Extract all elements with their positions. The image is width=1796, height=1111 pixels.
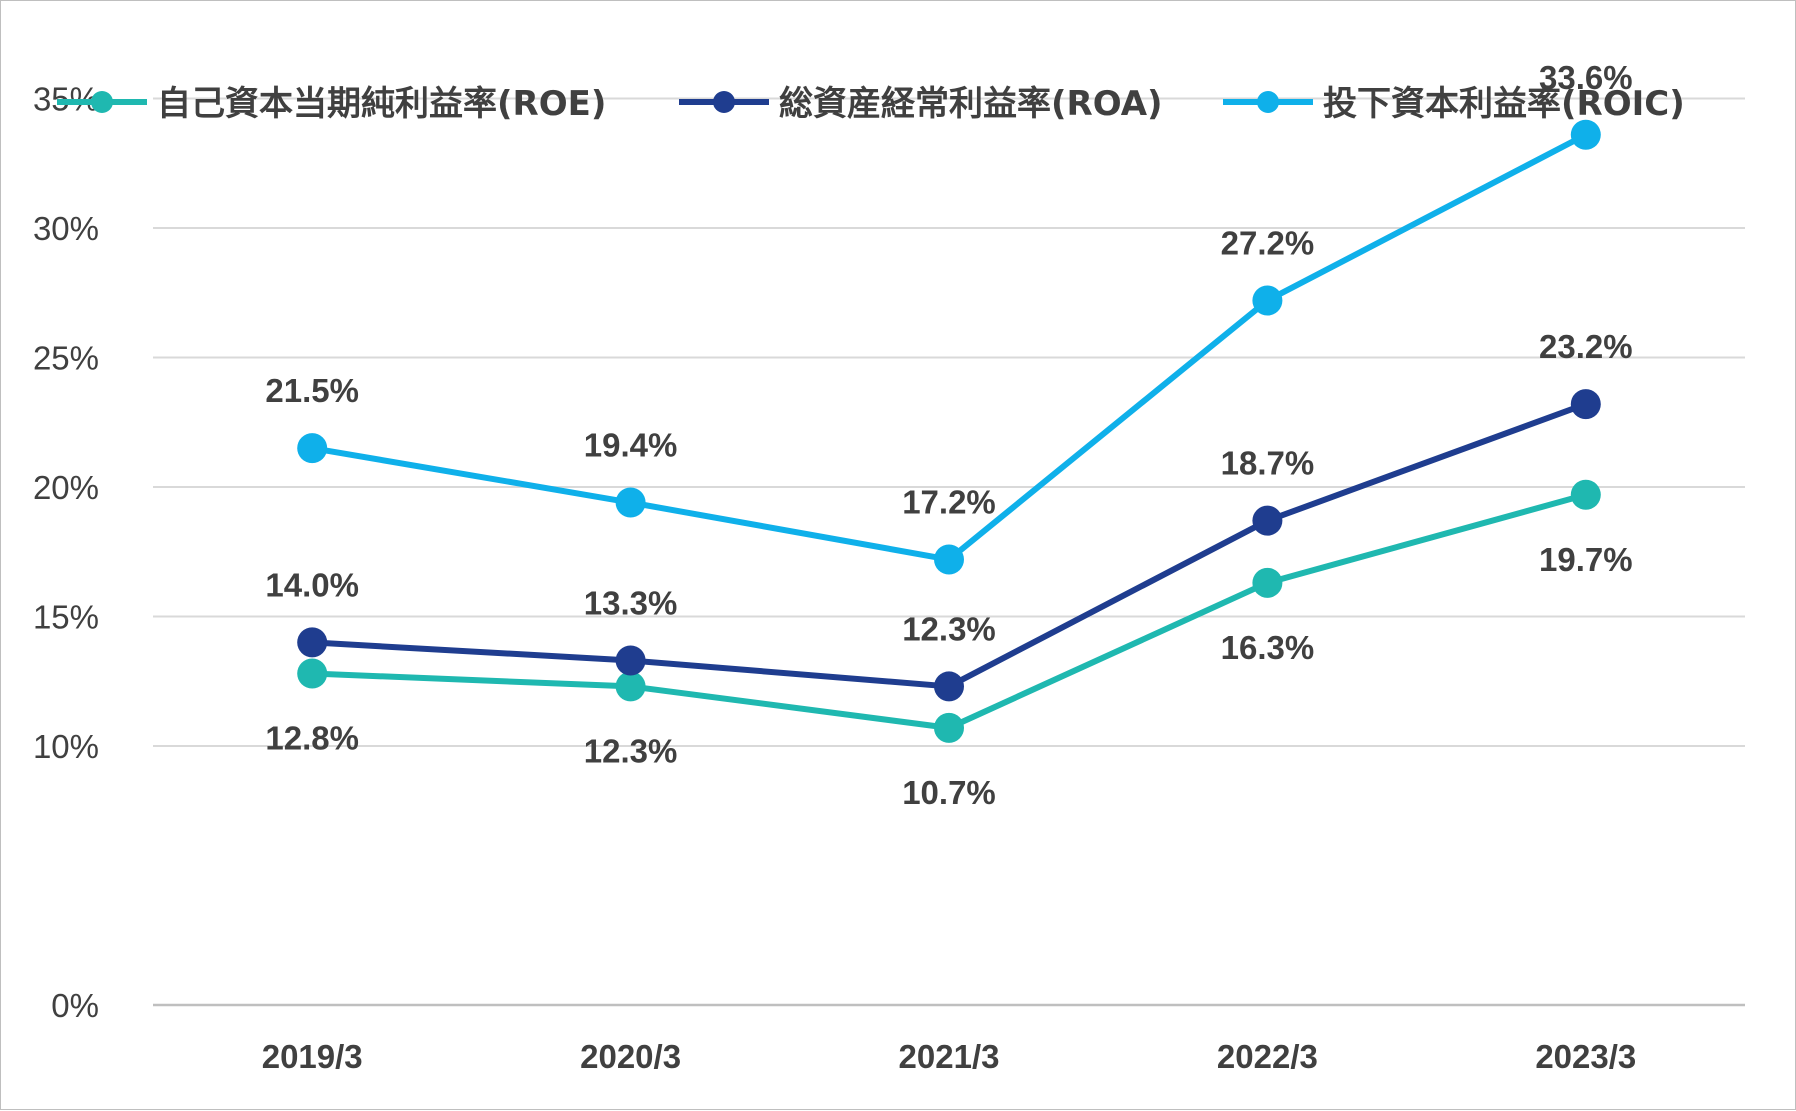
data-label: 19.4%	[584, 427, 678, 464]
legend-swatch-marker	[1257, 91, 1279, 113]
y-tick-label: 10%	[33, 728, 99, 765]
x-tick-label: 2023/3	[1535, 1038, 1636, 1075]
y-tick-label: 30%	[33, 210, 99, 247]
series-2-point	[1570, 119, 1601, 150]
data-label: 19.7%	[1539, 541, 1633, 578]
legend-item-2: 投下資本利益率(ROIC)	[1223, 84, 1685, 124]
series-2-point	[615, 487, 646, 518]
legend-swatch-marker	[91, 91, 113, 113]
y-tick-label: 15%	[33, 599, 99, 636]
series-1-point	[1252, 505, 1283, 536]
x-axis: 2019/3 2020/3 2021/3 2022/3 2023/3	[262, 1038, 1637, 1075]
series-1-point	[1570, 389, 1601, 420]
data-label: 12.8%	[265, 719, 359, 756]
data-label: 23.2%	[1539, 328, 1633, 365]
legend-label: 総資産経常利益率(ROA)	[779, 84, 1163, 124]
data-label: 14.0%	[265, 566, 359, 603]
y-tick-label: 0%	[51, 987, 99, 1024]
legend-item-0: 自己資本当期純利益率(ROE)	[57, 84, 606, 124]
legend-label: 自己資本当期純利益率(ROE)	[157, 84, 606, 124]
series-2-point	[1252, 285, 1283, 316]
x-tick-label: 2019/3	[262, 1038, 363, 1075]
x-tick-label: 2021/3	[899, 1038, 1000, 1075]
gridlines	[153, 97, 1745, 1007]
y-axis-ticks: 0%10%15%20%25%30%35%	[33, 81, 99, 1025]
data-label: 13.3%	[584, 585, 678, 622]
legend-item-1: 総資産経常利益率(ROA)	[679, 84, 1163, 124]
data-label: 27.2%	[1221, 225, 1315, 262]
y-tick-label: 20%	[33, 469, 99, 506]
series-1-point	[297, 627, 328, 658]
series-2-point	[297, 433, 328, 464]
series-group	[297, 119, 1601, 743]
data-label: 16.3%	[1221, 629, 1315, 666]
data-label: 18.7%	[1221, 445, 1315, 482]
data-label: 10.7%	[902, 774, 996, 811]
x-tick-label: 2022/3	[1217, 1038, 1318, 1075]
data-label: 21.5%	[265, 372, 359, 409]
data-label: 12.3%	[584, 732, 678, 769]
data-label: 33.6%	[1539, 59, 1633, 96]
series-1-point	[934, 671, 964, 702]
x-tick-label: 2020/3	[580, 1038, 681, 1075]
y-tick-label: 25%	[33, 340, 99, 377]
data-label: 12.3%	[902, 610, 996, 647]
legend: 自己資本当期純利益率(ROE) 総資産経常利益率(ROA) 投下資本利益率(ROIC…	[57, 84, 1685, 124]
legend-label: 投下資本利益率(ROIC)	[1323, 84, 1685, 124]
series-0-point	[1252, 567, 1283, 598]
data-label: 17.2%	[902, 484, 996, 521]
legend-swatch-marker	[713, 91, 735, 113]
series-2-point	[934, 544, 964, 575]
series-0-point	[934, 712, 964, 743]
series-0-point	[297, 658, 328, 689]
series-0-point	[1570, 479, 1601, 510]
series-0-point	[615, 671, 646, 702]
series-1-point	[615, 645, 646, 676]
data-labels: 12.8% 12.3% 10.7% 16.3% 19.7% 14.0% 13.3% 12.3%…	[265, 59, 1632, 811]
